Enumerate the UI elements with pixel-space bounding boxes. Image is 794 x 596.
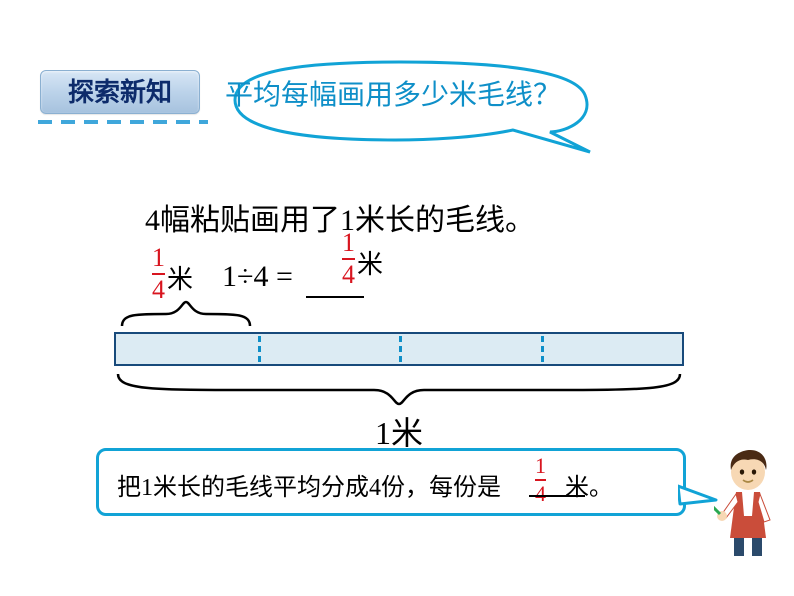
footer-prefix: 把1米长的毛线平均分成4份，每份是 (117, 467, 501, 502)
bubble-text: 平均每幅画用多少米毛线？ (225, 78, 595, 114)
bar-rect (114, 332, 684, 366)
equation-result-fraction: 1 4 米 (342, 230, 383, 288)
equation-lhs: 1÷4 = (222, 260, 293, 293)
bottom-brace (114, 370, 684, 406)
footer-fraction: 1 4 (535, 455, 546, 505)
fraction-1-over-4: 1 4 (152, 245, 165, 303)
badge-underline-dashes (38, 120, 208, 124)
unit-mi-2: 米 (357, 250, 383, 279)
speech-bubble: 平均每幅画用多少米毛线？ (195, 60, 605, 140)
bar-divider-2 (399, 336, 402, 362)
unit-mi: 米 (167, 265, 193, 294)
number-bar (114, 332, 684, 366)
footer-underline (529, 495, 585, 497)
speech-tail (678, 478, 718, 508)
fraction-result: 1 4 (342, 230, 355, 288)
section-badge: 探索新知 (40, 70, 200, 114)
fraction-left-label: 1 4 米 (152, 245, 193, 303)
top-brace (116, 300, 256, 330)
bar-divider-3 (541, 336, 544, 362)
footer-box: 把1米长的毛线平均分成4份，每份是 1 4 米。 (96, 448, 686, 516)
statement-line: 4幅粘贴画用了1米长的毛线。 (145, 195, 535, 239)
boy-illustration (714, 448, 780, 558)
bar-divider-1 (258, 336, 261, 362)
